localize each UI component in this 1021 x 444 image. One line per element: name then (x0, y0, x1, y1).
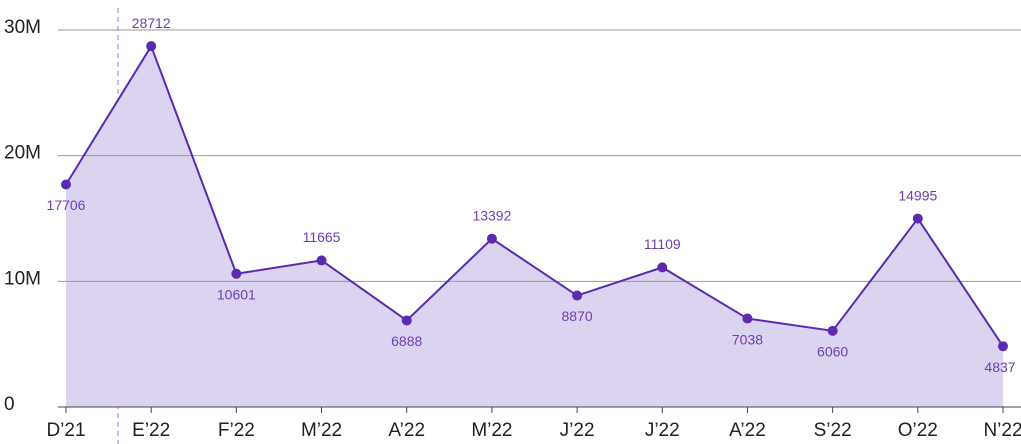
data-label: 10601 (217, 286, 256, 302)
data-label: 13392 (472, 207, 511, 223)
x-tick-label: A’22 (388, 420, 425, 441)
point (401, 315, 412, 326)
point (572, 290, 583, 301)
point (742, 313, 753, 324)
data-label: 7038 (732, 331, 763, 347)
data-label: 17706 (47, 197, 86, 213)
x-tick-label: E’22 (132, 420, 170, 441)
x-tick-label: J’22 (645, 420, 680, 441)
point (231, 268, 242, 279)
y-tick-label: 20M (4, 143, 41, 164)
data-label: 6888 (391, 333, 422, 349)
y-tick-label: 0 (4, 394, 15, 415)
point (657, 262, 668, 273)
x-tick-label: A’22 (729, 420, 766, 441)
point (827, 325, 838, 336)
area (66, 46, 1003, 408)
data-label: 11109 (644, 236, 681, 252)
x-tick-label: O’22 (898, 420, 938, 441)
x-tick-label: N’22 (983, 420, 1021, 441)
data-label: 28712 (132, 15, 171, 31)
data-label: 4837 (984, 359, 1015, 375)
x-tick-label: M’22 (301, 420, 342, 441)
data-label: 11665 (303, 229, 341, 245)
x-tick-label: J’22 (560, 420, 595, 441)
y-tick-label: 30M (4, 17, 41, 38)
point (998, 341, 1008, 352)
data-label: 6060 (817, 344, 848, 360)
x-tick-label: M’22 (471, 420, 512, 441)
point (146, 41, 157, 52)
point (912, 213, 923, 224)
x-tick-label: S’22 (814, 420, 852, 441)
data-label: 8870 (562, 308, 593, 324)
point (316, 255, 327, 266)
point (486, 233, 497, 244)
data-label: 14995 (898, 187, 937, 203)
point (61, 179, 71, 190)
y-tick-label: 10M (4, 268, 41, 289)
x-tick-label: D’21 (46, 420, 85, 441)
line (65, 43, 1004, 347)
x-tick-label: F’22 (218, 420, 255, 441)
